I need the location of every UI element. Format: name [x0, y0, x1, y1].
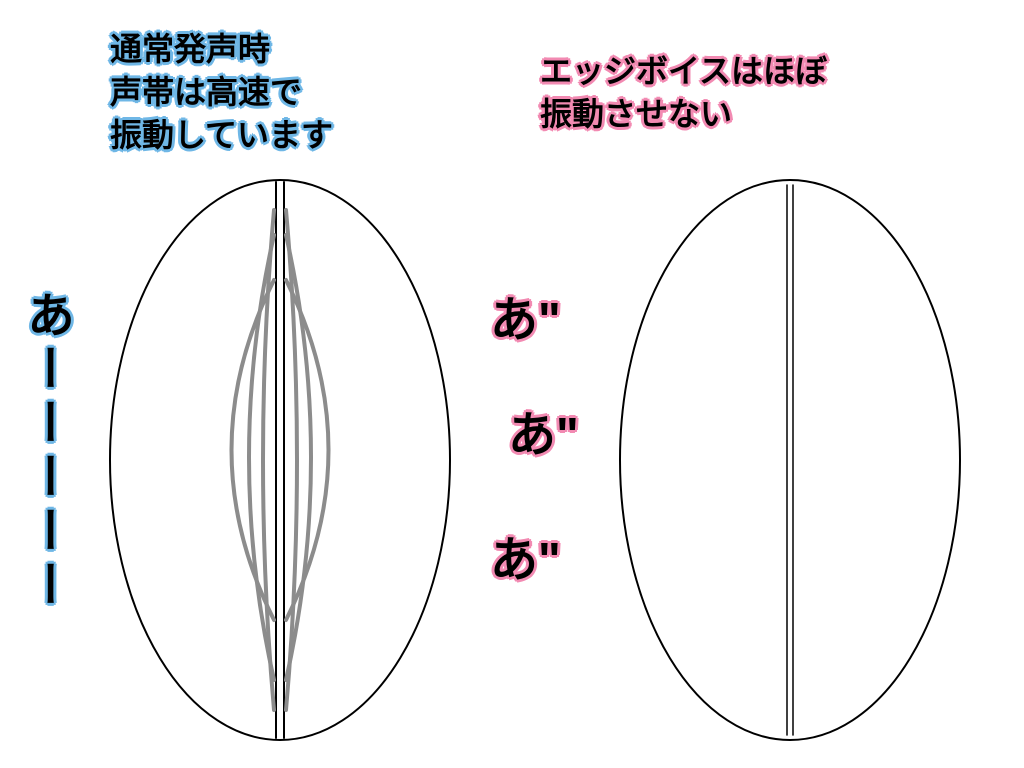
- right-vocal-cord-ellipse: [620, 180, 960, 740]
- left-vocal-cord-ellipse: [110, 180, 450, 740]
- diagram-svg: [0, 0, 1024, 768]
